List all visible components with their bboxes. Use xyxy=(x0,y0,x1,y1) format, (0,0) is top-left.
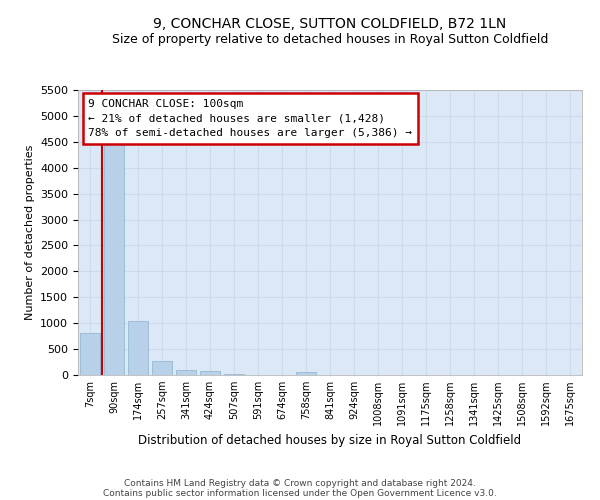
Bar xyxy=(224,374,244,375)
Bar xyxy=(200,371,220,375)
Bar xyxy=(152,361,172,375)
Bar xyxy=(128,320,148,375)
Text: Contains HM Land Registry data © Crown copyright and database right 2024.: Contains HM Land Registry data © Crown c… xyxy=(124,478,476,488)
X-axis label: Distribution of detached houses by size in Royal Sutton Coldfield: Distribution of detached houses by size … xyxy=(139,434,521,446)
Bar xyxy=(104,136,124,375)
Text: Size of property relative to detached houses in Royal Sutton Coldfield: Size of property relative to detached ho… xyxy=(112,32,548,46)
Bar xyxy=(296,372,316,375)
Text: 9, CONCHAR CLOSE, SUTTON COLDFIELD, B72 1LN: 9, CONCHAR CLOSE, SUTTON COLDFIELD, B72 … xyxy=(154,18,506,32)
Bar xyxy=(80,332,100,375)
Text: Contains public sector information licensed under the Open Government Licence v3: Contains public sector information licen… xyxy=(103,488,497,498)
Text: 9 CONCHAR CLOSE: 100sqm
← 21% of detached houses are smaller (1,428)
78% of semi: 9 CONCHAR CLOSE: 100sqm ← 21% of detache… xyxy=(88,98,412,138)
Y-axis label: Number of detached properties: Number of detached properties xyxy=(25,145,35,320)
Bar xyxy=(176,370,196,375)
